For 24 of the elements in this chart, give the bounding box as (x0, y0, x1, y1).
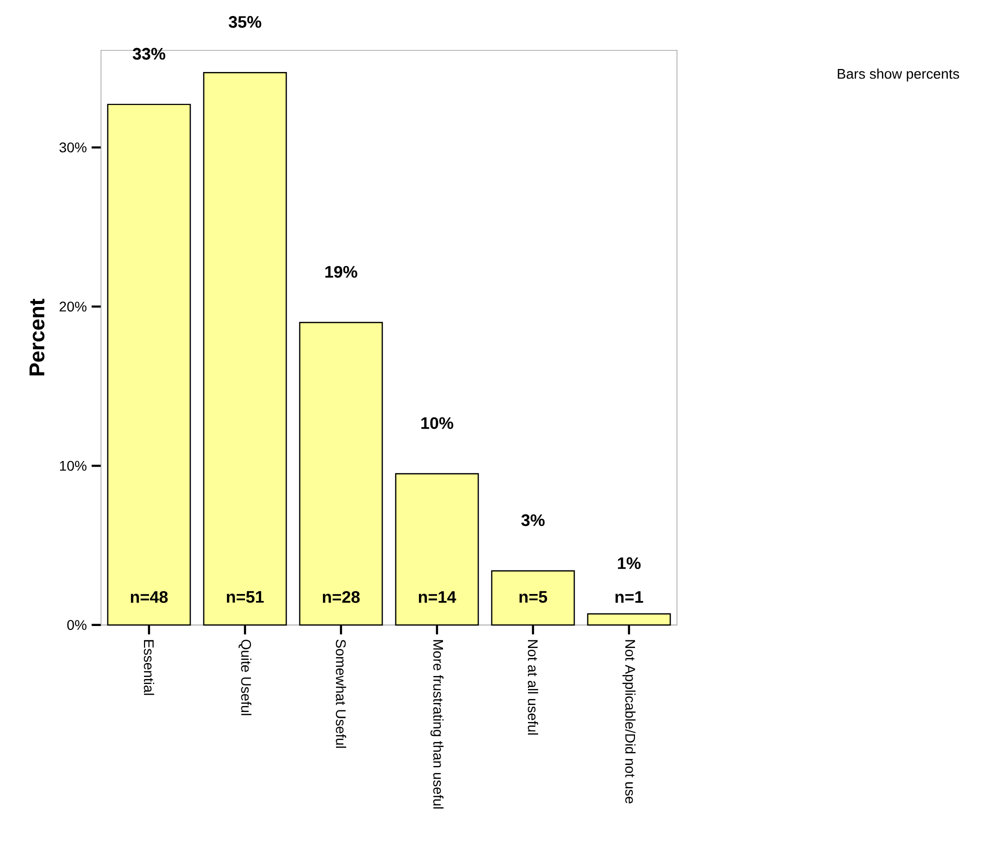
data-label: 35% (228, 16, 262, 28)
annotation: n=51 (226, 591, 264, 603)
annotation: n=14 (418, 591, 456, 603)
text: Bars show percents (838, 68, 960, 82)
x-tick-label: Essential (144, 640, 154, 695)
x-tick-label: Not Applicable/Did not use (622, 640, 636, 804)
data-label: 33% (132, 48, 166, 60)
x-tick-label: Somewhat Useful (336, 640, 346, 748)
data-label: 3% (521, 514, 545, 526)
y-tick-label: 30% (59, 142, 86, 152)
annotation: n=5 (520, 591, 548, 603)
data-label: 10% (421, 417, 454, 429)
x-tick-label: Not at all useful (528, 640, 538, 735)
x-tick-label: Quite Useful (238, 640, 252, 716)
y-tick-label: 0% (67, 620, 86, 630)
annotation: n=28 (322, 591, 360, 603)
annotation: n=48 (130, 591, 168, 603)
y-tick-label: 10% (60, 460, 86, 471)
annotation: n=1 (616, 591, 644, 603)
data-label: 1% (618, 557, 641, 570)
y-axis-title: Percent (30, 298, 44, 376)
y-tick-label: 20% (60, 302, 86, 312)
x-tick-label: More frustrating than useful (430, 640, 444, 808)
data-label: 19% (325, 266, 358, 278)
